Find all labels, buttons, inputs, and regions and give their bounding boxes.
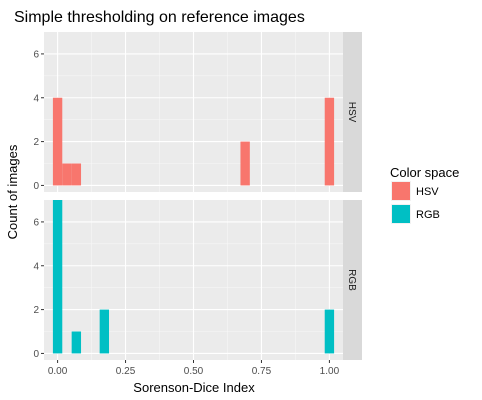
legend-label-rgb: RGB [416,209,440,221]
legend-key-rgb [392,205,410,223]
legend: Color space HSV RGB [390,165,459,224]
legend-title: Color space [390,165,459,180]
histogram-bar [62,163,72,186]
y-tick-label: 2 [33,137,39,148]
histogram-bar [71,331,82,354]
histogram-bar [99,309,110,354]
panel-rgb: 0 2 4 6 RGB [33,200,362,360]
histogram-bar [324,97,335,186]
y-tick-label: 6 [33,49,39,60]
chart-title: Simple thresholding on reference images [14,9,305,26]
facet-strip [343,200,362,360]
y-tick-label: 4 [33,261,39,272]
x-tick-label: 0.75 [252,366,272,377]
y-axis-label: Count of images [5,144,20,239]
histogram-bar [240,141,250,186]
y-tick-label: 0 [33,349,39,360]
panel-hsv: 0 2 4 6 HSV [33,32,362,192]
histogram-bar [52,97,63,186]
facet-strip [343,32,362,192]
panels: 0 2 4 6 HSV 0 2 4 6 RGB [33,32,362,360]
x-tick-label: 0.25 [116,366,136,377]
facet-strip-label: HSV [346,102,357,123]
y-tick-label: 6 [33,217,39,228]
histogram-bar [52,200,63,354]
x-tick-label: 0.00 [48,366,68,377]
facet-strip-label: RGB [346,269,357,291]
histogram-bar [324,309,335,354]
x-axis: 0.00 0.25 0.50 0.75 1.00 [48,360,340,377]
x-tick-label: 0.50 [184,366,204,377]
legend-label-hsv: HSV [416,186,439,198]
histogram-bar [71,163,82,186]
legend-key-hsv [392,182,410,200]
y-tick-label: 0 [33,181,39,192]
x-tick-label: 1.00 [320,366,340,377]
y-tick-label: 4 [33,93,39,104]
y-tick-label: 2 [33,305,39,316]
x-axis-label: Sorenson-Dice Index [133,380,255,395]
